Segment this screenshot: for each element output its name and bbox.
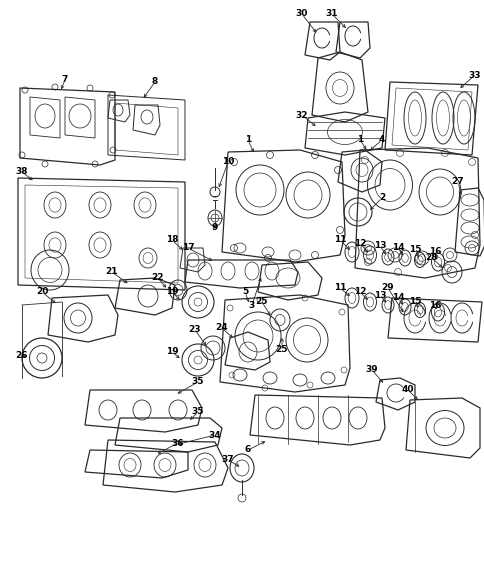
Text: 20: 20 [36,288,48,297]
Text: 28: 28 [425,254,438,263]
Text: 2: 2 [378,193,384,202]
Text: 24: 24 [215,324,228,332]
Text: 5: 5 [242,288,248,297]
Text: 13: 13 [373,290,385,299]
Text: 38: 38 [15,167,28,176]
Text: 25: 25 [275,346,287,354]
Text: 7: 7 [61,76,68,85]
Text: 19: 19 [166,288,178,297]
Text: 12: 12 [353,288,365,297]
Text: 31: 31 [325,10,337,19]
Text: 25: 25 [255,298,268,306]
Text: 4: 4 [378,136,384,145]
Text: 11: 11 [333,284,346,293]
Text: 9: 9 [212,224,218,233]
Text: 17: 17 [182,244,194,253]
Text: 15: 15 [408,246,421,254]
Text: 12: 12 [353,238,365,247]
Text: 14: 14 [391,244,404,253]
Text: 35: 35 [191,407,204,416]
Text: 40: 40 [401,385,413,394]
Text: 39: 39 [365,366,378,375]
Text: 16: 16 [428,301,440,310]
Text: 23: 23 [188,325,201,334]
Text: 30: 30 [295,10,307,19]
Text: 34: 34 [208,431,221,440]
Text: 8: 8 [151,77,158,86]
Text: 6: 6 [244,445,251,454]
Text: 1: 1 [356,136,363,145]
Text: 3: 3 [248,301,255,310]
Text: 11: 11 [333,236,346,245]
Text: 26: 26 [15,350,28,359]
Text: 18: 18 [166,236,178,245]
Text: 29: 29 [381,284,393,293]
Text: 22: 22 [151,273,164,282]
Text: 19: 19 [166,347,178,357]
Text: 35: 35 [191,377,204,386]
Text: 33: 33 [468,71,480,80]
Text: 32: 32 [295,111,308,120]
Text: 1: 1 [244,136,251,145]
Text: 13: 13 [373,241,385,250]
Text: 27: 27 [451,177,463,186]
Text: 15: 15 [408,298,421,306]
Text: 21: 21 [106,267,118,276]
Text: 16: 16 [428,247,440,257]
Text: 36: 36 [171,438,184,447]
Text: 10: 10 [221,158,234,167]
Text: 37: 37 [221,455,234,464]
Text: 14: 14 [391,293,404,302]
